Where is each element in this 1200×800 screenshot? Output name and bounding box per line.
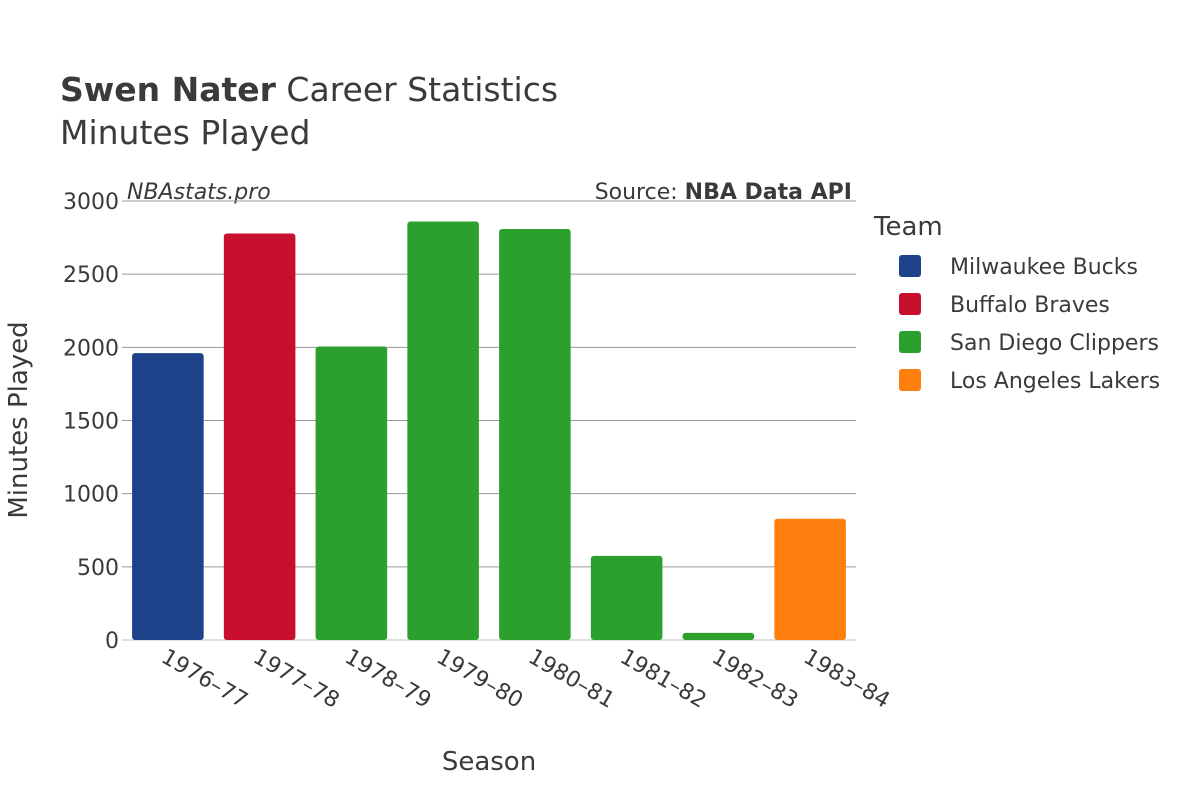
legend: Team Milwaukee Bucks Buffalo Braves San Di… [873,212,1160,394]
x-tick-label: 1976–77 [157,645,252,714]
y-tick-label: 2500 [63,263,119,288]
y-tick-label: 0 [105,629,119,654]
bar [132,353,204,640]
bar [407,221,479,640]
chart-subtitle: Minutes Played [60,113,310,152]
x-tick-label: 1982–83 [707,645,802,714]
bar [774,518,846,640]
x-tick-label: 1979–80 [432,645,527,714]
title-player: Swen Nater [60,70,277,109]
y-tick-label: 1000 [63,483,119,508]
y-axis-label: Minutes Played [4,321,34,518]
y-tick-label: 2000 [63,336,119,361]
legend-swatch [899,293,921,315]
bar [223,233,296,640]
legend-title: Team [873,212,943,242]
y-tick-label: 500 [77,556,119,581]
chart-title: Swen Nater Career Statistics [60,70,558,109]
x-tick-label: 1977–78 [249,645,344,714]
bars [132,221,846,641]
legend-label: Buffalo Braves [950,293,1110,318]
legend-swatch [899,369,921,391]
y-tick-label: 3000 [63,190,119,215]
legend-label: Milwaukee Bucks [950,255,1138,280]
x-tick-label: 1983–84 [799,645,894,714]
legend-label: Los Angeles Lakers [950,369,1160,394]
x-tick-label: 1981–82 [616,645,711,714]
bar [590,555,663,640]
y-tick-labels: 0 500 1000 1500 2000 2500 3000 [63,190,119,654]
title-rest: Career Statistics [276,70,558,109]
x-axis-label: Season [442,747,536,777]
legend-label: San Diego Clippers [950,331,1159,356]
x-tick-labels: 1976–771977–781978–791979–801980–811981–… [157,645,894,714]
x-tick-label: 1980–81 [524,645,619,714]
y-tick-label: 1500 [63,410,119,435]
legend-swatch [899,255,921,277]
legend-swatch [899,331,921,353]
bar [499,228,571,641]
x-tick-label: 1978–79 [340,645,435,714]
bar [315,346,388,640]
bar [682,632,755,640]
